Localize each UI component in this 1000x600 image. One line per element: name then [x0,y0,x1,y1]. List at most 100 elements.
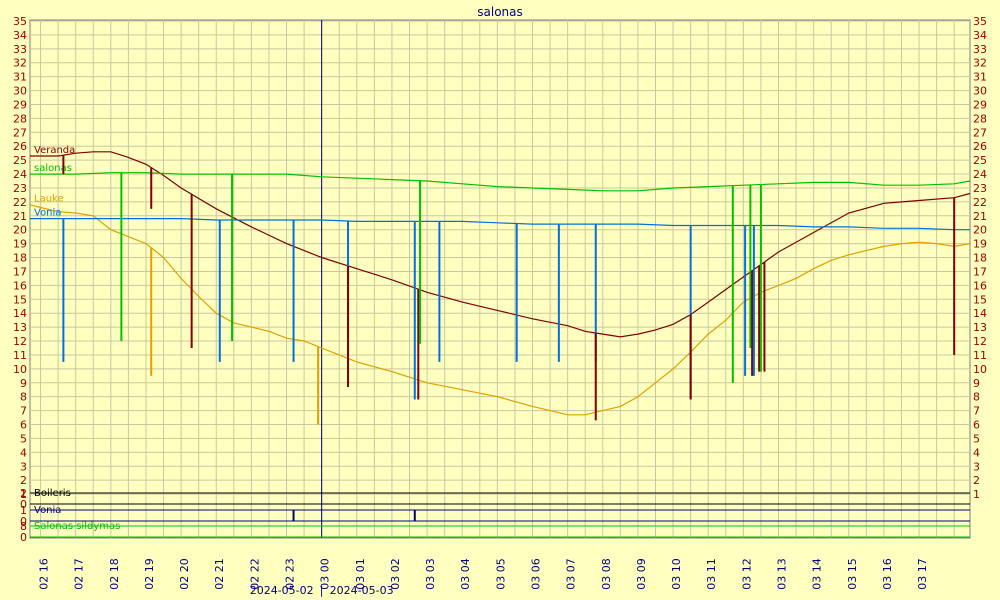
y-tick-label-left: 12 [13,335,27,348]
x-tick-label: 03 17 [916,558,929,590]
y-tick-label-right: 10 [973,363,987,376]
y-tick-label-left: 3 [20,460,27,473]
chart-series: Veranda salonas Lauke Vonia [29,145,971,425]
x-tick-label: 03 12 [740,558,753,590]
y-tick-label-right: 19 [973,238,987,251]
y-tick-label-left: 19 [13,238,27,251]
y-tick-label-left: 7 [20,405,27,418]
y-tick-label-left: 27 [13,126,27,139]
y-tick-label-right: 3 [973,460,980,473]
y-tick-label-right: 24 [973,168,987,181]
y-tick-label-right: 20 [973,224,987,237]
lane-lo-label: 0 [20,515,27,528]
y-tick-label-left: 25 [13,154,27,167]
x-tick-label: 03 14 [811,558,824,590]
y-tick-label-right: 4 [973,446,980,459]
x-tick-label: 03 15 [846,558,859,590]
lane-label: Salonas sildymas [34,521,120,532]
y-tick-label-left: 29 [13,98,27,111]
x-tick-label: 02 20 [178,558,191,590]
y-tick-label-right: 11 [973,349,987,362]
y-tick-label-left: 24 [13,168,27,181]
y-tick-label-right: 12 [973,335,987,348]
y-tick-label-right: 18 [973,252,987,265]
series-line-veranda [30,151,971,338]
y-tick-label-left: 15 [13,293,27,306]
y-tick-label-right: 27 [973,126,987,139]
y-tick-label-right: 29 [973,98,987,111]
x-tick-label: 02 21 [213,558,226,590]
x-tick-label: 02 17 [73,558,86,590]
y-tick-label-left: 21 [13,210,27,223]
y-tick-label-left: 11 [13,349,27,362]
y-tick-label-right: 21 [973,210,987,223]
y-tick-label-left: 5 [20,432,27,445]
y-tick-label-right: 22 [973,196,987,209]
y-tick-label-left: 13 [13,321,27,334]
y-tick-label-right: 15 [973,293,987,306]
date-left: 2024-05-02 [250,584,314,597]
x-tick-label: 03 10 [670,558,683,590]
x-tick-label: 03 04 [459,558,472,590]
series-line-vonia [30,218,970,231]
y-tick-label-left: 18 [13,252,27,265]
y-tick-label-right: 23 [973,182,987,195]
y-tick-label-left: 33 [13,43,27,56]
y-tick-label-left: 4 [20,446,27,459]
x-tick-label: 03 16 [881,558,894,590]
x-tick-label: 02 23 [284,558,297,590]
lane-label: Vonia [34,505,61,516]
y-tick-label-left: 10 [13,363,27,376]
y-tick-label-right: 16 [973,279,987,292]
y-tick-label-right: 25 [973,154,987,167]
y-tick-label-left: 14 [13,307,27,320]
y-tick-label-right: 6 [973,419,980,432]
y-tick-label-left: 8 [20,391,27,404]
y-tick-label-right: 13 [973,321,987,334]
series-label-salonas: salonas [34,163,72,174]
y-tick-label-right: 5 [973,432,980,445]
x-tick-label: 03 02 [389,558,402,590]
y-tick-label-left: 28 [13,112,27,125]
y-tick-label-left: 6 [20,419,27,432]
y-tick-label-right: 31 [973,71,987,84]
lane-lo-label: 0 [20,531,27,544]
y-tick-label-left: 35 [13,15,27,28]
series-line-salonas [30,172,971,192]
date-separator: | [320,584,324,597]
y-tick-label-right: 7 [973,405,980,418]
lane-lo-label: 0 [20,498,27,511]
y-tick-label-left: 31 [13,71,27,84]
series-label-vonia: Vonia [34,208,61,219]
y-tick-label-right: 17 [973,265,987,278]
date-right: 2024-05-03 [330,584,394,597]
y-tick-label-right: 2 [973,474,980,487]
y-tick-label-left: 30 [13,85,27,98]
y-tick-label-left: 16 [13,279,27,292]
x-tick-label: 03 08 [600,558,613,590]
y-tick-label-right: 28 [973,112,987,125]
x-tick-label: 02 22 [248,558,261,590]
x-tick-label: 02 16 [38,558,51,590]
y-tick-label-right: 32 [973,57,987,70]
lane-hi-label: 8 [20,520,27,533]
y-tick-label-right: 30 [973,85,987,98]
y-tick-label-right: 26 [973,140,987,153]
y-tick-label-right: 34 [973,29,987,42]
series-label-lauke: Lauke [34,194,64,205]
y-tick-label-right: 9 [973,377,980,390]
series-label-veranda: Veranda [34,145,75,156]
lane-label: Boileris [34,488,71,499]
y-tick-label-right: 8 [973,391,980,404]
y-tick-label-left: 20 [13,224,27,237]
y-tick-label-left: 9 [20,377,27,390]
y-tick-label-left: 2 [20,474,27,487]
y-tick-label-left: 34 [13,29,27,42]
y-tick-label-right: 1 [973,488,980,501]
x-tick-label: 03 07 [565,558,578,590]
x-tick-label: 03 13 [775,558,788,590]
x-tick-label: 03 05 [494,558,507,590]
